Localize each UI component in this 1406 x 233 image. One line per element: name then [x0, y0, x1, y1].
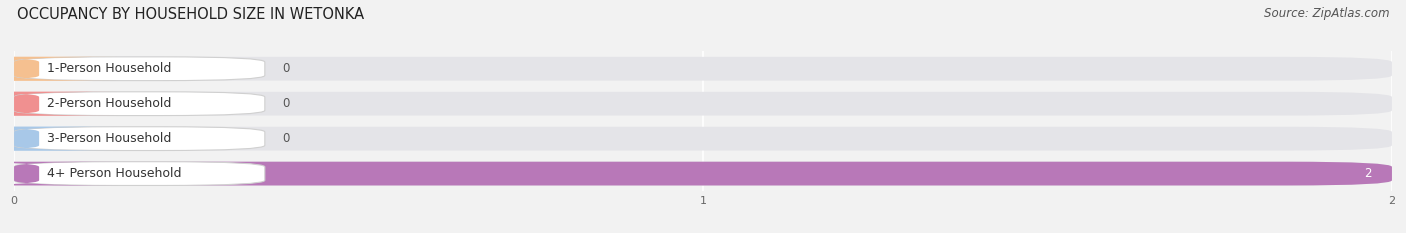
- Text: 2-Person Household: 2-Person Household: [46, 97, 172, 110]
- FancyBboxPatch shape: [0, 92, 118, 116]
- FancyBboxPatch shape: [0, 57, 118, 81]
- FancyBboxPatch shape: [14, 57, 264, 81]
- FancyBboxPatch shape: [14, 127, 264, 151]
- Text: 3-Person Household: 3-Person Household: [46, 132, 172, 145]
- Text: 0: 0: [283, 62, 290, 75]
- FancyBboxPatch shape: [14, 162, 1392, 185]
- FancyBboxPatch shape: [0, 92, 118, 116]
- Text: Source: ZipAtlas.com: Source: ZipAtlas.com: [1264, 7, 1389, 20]
- Text: 1-Person Household: 1-Person Household: [46, 62, 172, 75]
- FancyBboxPatch shape: [0, 57, 118, 81]
- Text: 0: 0: [283, 132, 290, 145]
- Text: 0: 0: [283, 97, 290, 110]
- FancyBboxPatch shape: [0, 127, 118, 151]
- FancyBboxPatch shape: [14, 57, 1392, 81]
- FancyBboxPatch shape: [14, 127, 1392, 151]
- FancyBboxPatch shape: [0, 162, 118, 185]
- FancyBboxPatch shape: [0, 127, 118, 151]
- FancyBboxPatch shape: [14, 162, 1392, 185]
- FancyBboxPatch shape: [14, 92, 264, 116]
- Text: 2: 2: [1364, 167, 1371, 180]
- FancyBboxPatch shape: [14, 162, 264, 185]
- Text: OCCUPANCY BY HOUSEHOLD SIZE IN WETONKA: OCCUPANCY BY HOUSEHOLD SIZE IN WETONKA: [17, 7, 364, 22]
- FancyBboxPatch shape: [14, 92, 1392, 116]
- Text: 4+ Person Household: 4+ Person Household: [46, 167, 181, 180]
